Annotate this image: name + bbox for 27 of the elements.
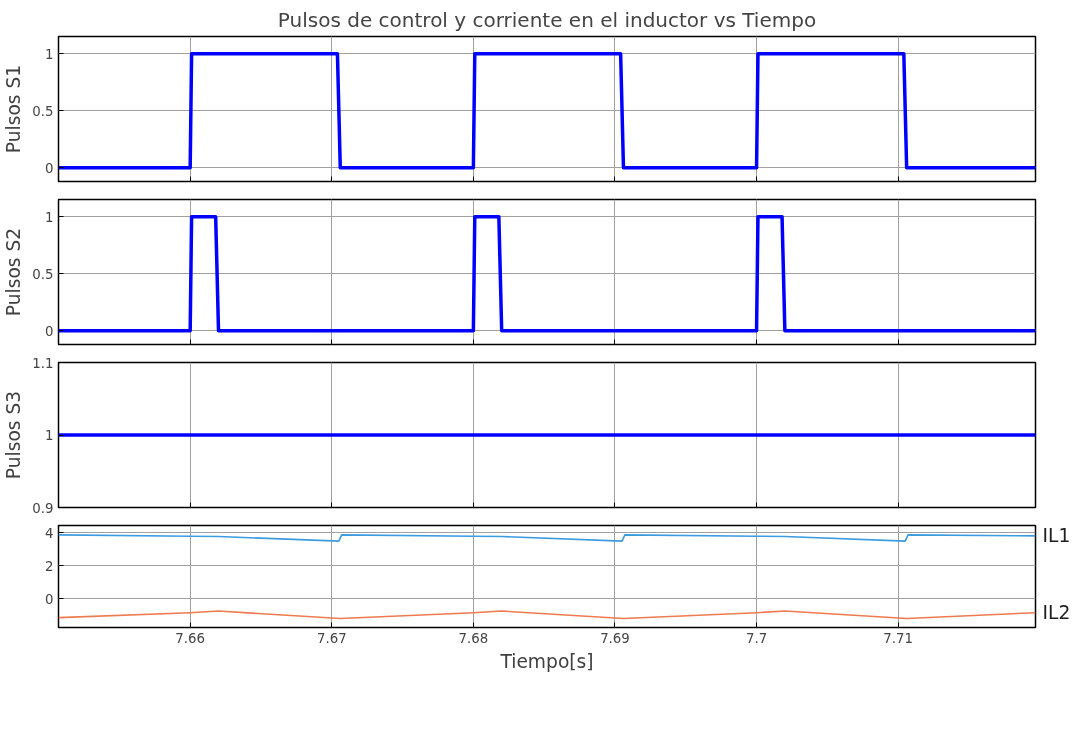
y-axis-title: Pulsos S2 [3,227,25,317]
y-tick-label: 1 [45,428,54,443]
x-tick-label: 7.67 [316,630,347,646]
y-tick-label: 0 [45,160,54,176]
y-tick-label: 0.9 [32,500,54,516]
x-tick-label: 7.7 [745,630,768,646]
x-tick-label: 7.69 [600,630,630,646]
series-label: IL2 [1042,602,1071,624]
line-series [58,534,1036,542]
y-tick-label: 2 [45,558,54,574]
y-tick-label: 0.5 [32,266,54,282]
y-tick-label: 1 [45,209,54,225]
series-label: IL1 [1042,525,1071,547]
x-tick-label: 7.71 [883,630,913,646]
x-axis-title: Tiempo[s] [499,650,594,672]
y-tick-label: 4 [45,525,54,541]
y-tick-label: 1 [45,46,54,62]
y-tick-label: 1.1 [32,355,54,371]
y-tick-label: 0.5 [32,103,54,119]
y-axis-title: Pulsos S1 [3,64,25,154]
y-tick-label: 0 [45,591,54,607]
x-tick-label: 7.66 [175,630,206,646]
chart-title: Pulsos de control y corriente en el inductor vs Tiempo [277,7,817,32]
x-tick-label: 7.68 [458,630,489,646]
y-tick-label: 0 [45,323,54,339]
y-axis-title: Pulsos S3 [3,390,25,480]
line-series [58,610,1036,620]
